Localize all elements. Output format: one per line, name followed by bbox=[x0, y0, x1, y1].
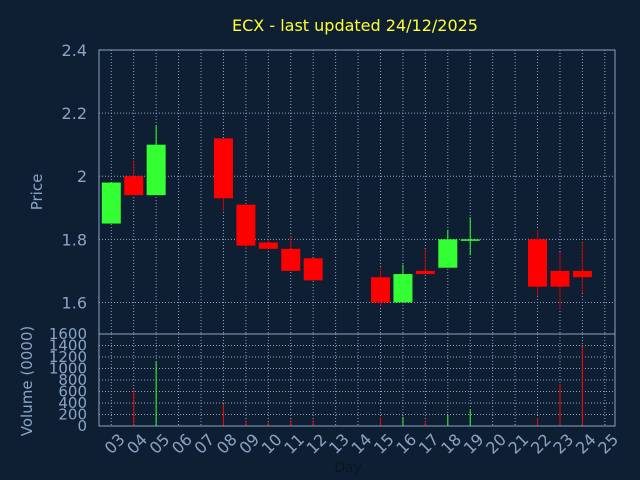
candle-body bbox=[460, 239, 480, 241]
candle bbox=[101, 182, 121, 224]
volume-tick-label: 1600 bbox=[49, 325, 87, 343]
plot-frames bbox=[98, 49, 616, 427]
candle-body bbox=[101, 182, 121, 224]
candle bbox=[303, 258, 323, 281]
price-tick-label: 1.8 bbox=[62, 230, 87, 249]
chart-title: ECX - last updated 24/12/2025 bbox=[232, 16, 478, 35]
price-axis-label: Price bbox=[28, 174, 46, 211]
candle-body bbox=[371, 277, 390, 303]
candle-body bbox=[438, 239, 458, 268]
volume-axis-label: Volume (0000) bbox=[18, 326, 36, 436]
price-grid bbox=[99, 49, 615, 334]
candle bbox=[213, 138, 233, 211]
candle bbox=[236, 204, 256, 249]
price-tick-label: 1.6 bbox=[62, 293, 87, 312]
candle-body bbox=[415, 270, 435, 275]
candle-body bbox=[303, 258, 323, 281]
price-tick-label: 2.2 bbox=[62, 104, 87, 123]
candle-body bbox=[258, 242, 278, 249]
candle bbox=[550, 251, 570, 309]
candle-body bbox=[572, 270, 592, 278]
volume-bars bbox=[133, 346, 583, 426]
price-tick-label: 2.4 bbox=[62, 41, 87, 60]
candle bbox=[460, 217, 480, 256]
candle bbox=[281, 236, 301, 271]
candle-body bbox=[281, 248, 301, 271]
candle-body bbox=[236, 204, 256, 246]
volume-tick-label: 600 bbox=[58, 383, 87, 401]
volume-tick-label: 1400 bbox=[49, 337, 87, 355]
x-axis-ticks: 0304050607080910111213141516171819202122… bbox=[101, 430, 622, 458]
price-tick-label: 2 bbox=[77, 167, 87, 186]
candle bbox=[438, 229, 458, 268]
price-candles bbox=[101, 125, 592, 309]
candle bbox=[415, 248, 435, 275]
candle-body bbox=[124, 176, 144, 196]
candle bbox=[528, 229, 548, 297]
candle-body bbox=[213, 138, 233, 199]
volume-tick-label: 800 bbox=[58, 371, 87, 389]
candle-body bbox=[146, 144, 166, 196]
volume-tick-label: 0 bbox=[77, 417, 87, 435]
candle bbox=[371, 267, 390, 306]
x-tick-label: 25 bbox=[594, 430, 622, 458]
candle bbox=[258, 239, 278, 249]
candle bbox=[146, 125, 166, 196]
price-y-ticks: 1.6 1.8 2 2.2 2.4 bbox=[62, 41, 87, 312]
volume-tick-label: 200 bbox=[58, 406, 87, 424]
candle-body bbox=[393, 274, 413, 303]
x-axis-label: Day bbox=[334, 460, 362, 476]
volume-tick-label: 400 bbox=[58, 394, 87, 412]
candle bbox=[572, 242, 592, 293]
candle-body bbox=[528, 239, 548, 287]
volume-grid bbox=[99, 333, 615, 427]
volume-tick-label: 1000 bbox=[49, 360, 87, 378]
candle bbox=[393, 264, 413, 303]
candle-body bbox=[550, 270, 570, 287]
volume-tick-label: 1200 bbox=[49, 348, 87, 366]
volume-panel-frame bbox=[98, 333, 616, 427]
candle bbox=[124, 160, 144, 196]
